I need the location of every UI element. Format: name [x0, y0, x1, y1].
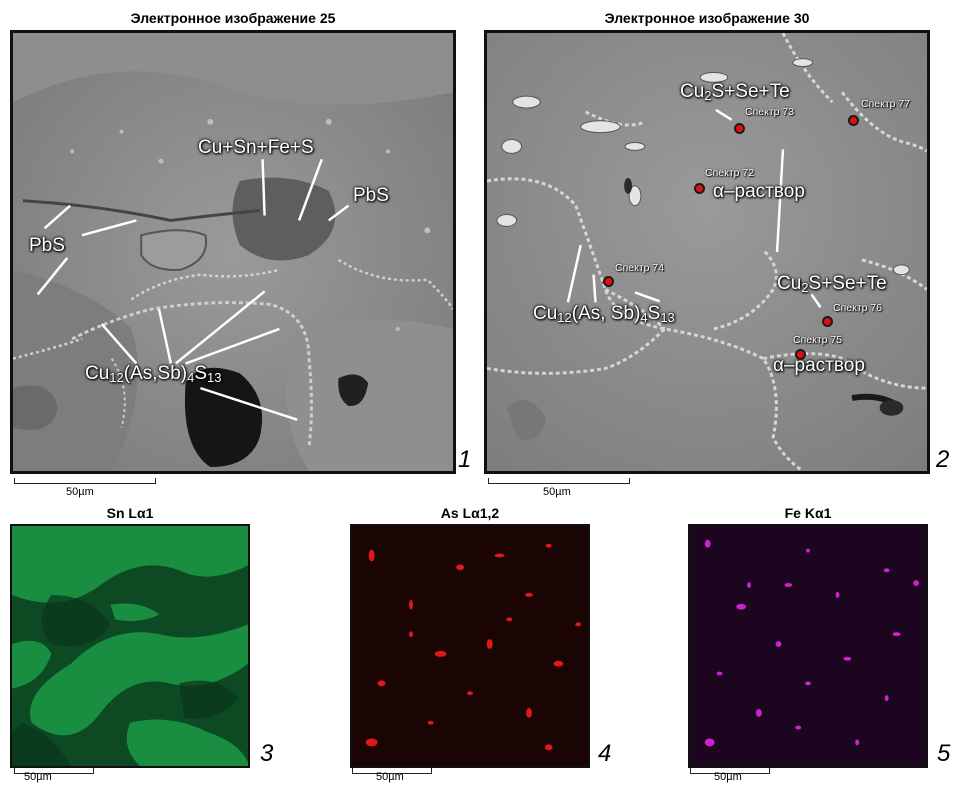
- tennantite-sub3: 13: [207, 370, 222, 385]
- tennantite-s: S: [194, 363, 208, 384]
- tennantite-sub1: 12: [109, 370, 124, 385]
- cu2s-bottom-cu: Cu: [777, 273, 802, 294]
- panel-4-scale-label: 50µm: [376, 771, 404, 783]
- label-pbs-left: PbS: [29, 235, 65, 256]
- spectrum-75-marker: [795, 349, 806, 360]
- cu2s-top-sub: 2: [704, 88, 712, 103]
- sn-map-pattern: [12, 526, 248, 766]
- panel-5-scale-label: 50µm: [714, 771, 742, 783]
- label-pbs-right: PbS: [353, 185, 389, 206]
- tennantite-cu: Cu: [85, 363, 110, 384]
- spectrum-73-marker: [734, 123, 745, 134]
- spectrum-72-marker: [694, 183, 705, 194]
- panel-3-scale-label: 50µm: [24, 771, 52, 783]
- as-map: [350, 524, 590, 768]
- label-alpha-top: α–раствор: [713, 181, 805, 202]
- tenn-sub1: 12: [557, 310, 572, 325]
- panel-3-number: 3: [260, 740, 274, 767]
- panel-3-title: Sn Lα1: [106, 505, 154, 521]
- cu2s-bottom-sub: 2: [801, 280, 809, 295]
- label-alpha-bottom: α–раствор: [773, 355, 865, 376]
- tennantite-as-sb: (As,Sb): [123, 363, 188, 384]
- as-map-pattern: [352, 526, 588, 766]
- panel-2-number: 2: [936, 446, 950, 473]
- panel-5-title: Fe Kα1: [784, 505, 832, 521]
- spectrum-72-label: Спектр 72: [705, 167, 755, 179]
- tenn-as-sb: (As, Sb): [571, 303, 641, 324]
- tennantite-sub2: 4: [187, 370, 195, 385]
- sem-image-30-texture: [487, 33, 927, 471]
- tenn-s: S: [647, 303, 661, 324]
- label-tennantite: Cu12(As,Sb)4S13: [85, 363, 222, 385]
- spectrum-74-marker: [603, 276, 614, 287]
- spectrum-77-marker: [848, 115, 859, 126]
- panel-2-title: Электронное изображение 30: [604, 10, 810, 26]
- cu2s-top-rest: S+Se+Te: [711, 81, 790, 102]
- cu2s-top-cu: Cu: [680, 81, 705, 102]
- fe-map: [688, 524, 928, 768]
- label-cu2s-top: Cu2S+Se+Te: [680, 81, 790, 103]
- sem-image-25: Cu+Sn+Fe+S PbS PbS Cu12(As,Sb)4S13: [10, 30, 456, 474]
- label-cu-sn-fe-s: Cu+Sn+Fe+S: [198, 137, 314, 158]
- spectrum-74-label: Спектр 74: [615, 262, 665, 274]
- sem-image-30: Cu2S+Se+Te α–раствор Cu2S+Se+Te α–раство…: [484, 30, 930, 474]
- panel-1-number: 1: [458, 446, 472, 473]
- spectrum-76-marker: [822, 316, 833, 327]
- tenn-sub3: 13: [660, 310, 675, 325]
- panel-4-title: As Lα1,2: [440, 505, 500, 521]
- label-tennantite-2: Cu12(As, Sb)4S13: [533, 303, 675, 325]
- sem-image-25-texture: [13, 33, 453, 471]
- panel-2-scale-label: 50µm: [543, 486, 571, 498]
- tenn-cu: Cu: [533, 303, 558, 324]
- panel-4-number: 4: [598, 740, 612, 767]
- panel-1-title: Электронное изображение 25: [130, 10, 336, 26]
- spectrum-73-label: Спектр 73: [745, 106, 795, 118]
- cu2s-bottom-rest: S+Se+Te: [808, 273, 887, 294]
- tenn-sub2: 4: [640, 310, 648, 325]
- label-cu2s-bottom: Cu2S+Se+Te: [777, 273, 887, 295]
- fe-map-pattern: [690, 526, 926, 766]
- panel-5-number: 5: [937, 740, 951, 767]
- panel-1-scale-label: 50µm: [66, 486, 94, 498]
- spectrum-76-label: Спектр 76: [833, 302, 883, 314]
- spectrum-77-label: Спектр 77: [861, 98, 911, 110]
- spectrum-75-label: Спектр 75: [793, 334, 843, 346]
- sn-map: [10, 524, 250, 768]
